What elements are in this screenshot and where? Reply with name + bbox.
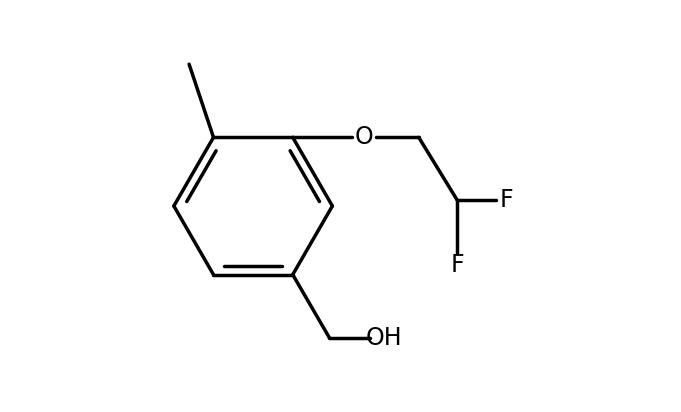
Text: F: F	[451, 253, 464, 277]
Text: F: F	[499, 188, 513, 212]
Text: O: O	[355, 125, 373, 150]
Text: OH: OH	[366, 325, 402, 350]
